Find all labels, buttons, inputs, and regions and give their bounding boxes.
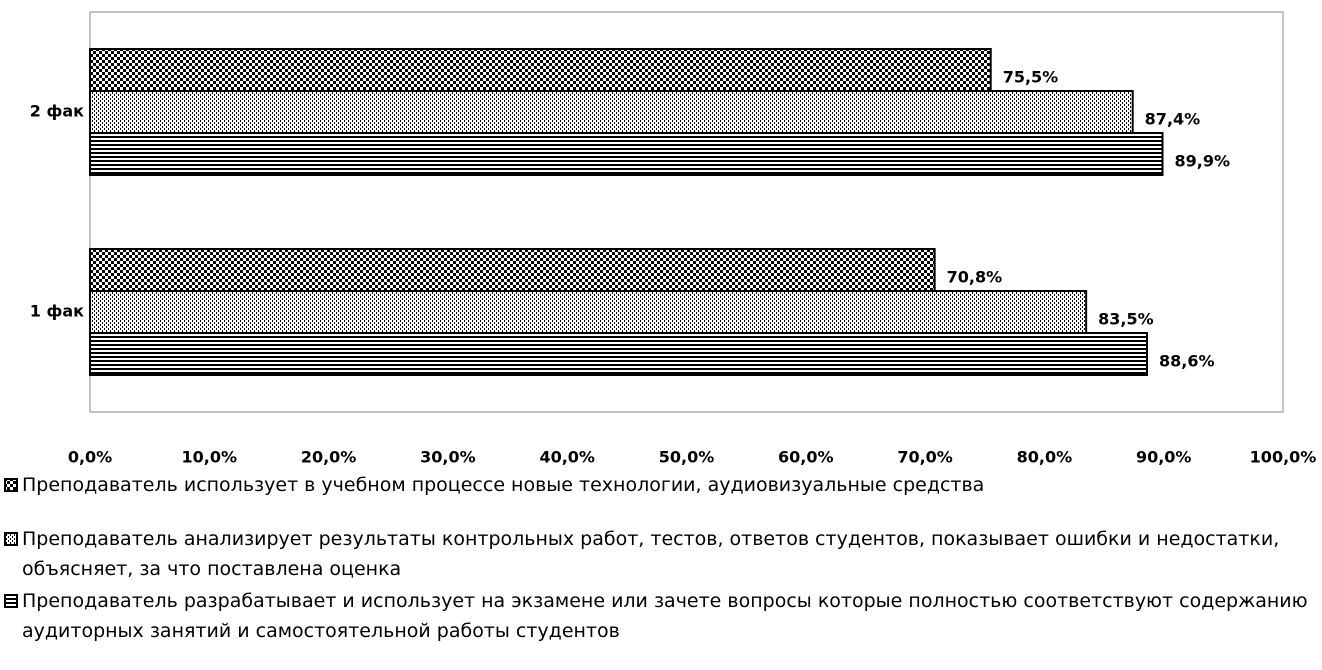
value-label: 87,4% (1145, 110, 1201, 129)
legend-swatch (4, 594, 18, 608)
y-tick-label: 1 фак (30, 302, 84, 321)
legend-label: Преподаватель разрабатывает и использует… (22, 590, 1308, 642)
page: {"chart_data": {"type": "barh", "categor… (4, 11, 1317, 642)
legend-swatch (4, 478, 18, 492)
bar (89, 132, 1164, 176)
x-tick-label: 80,0% (1017, 448, 1073, 467)
x-tick-label: 30,0% (420, 448, 476, 467)
legend-swatch-box (4, 532, 18, 546)
value-label: 83,5% (1098, 310, 1154, 329)
x-tick-label: 100,0% (1250, 448, 1317, 467)
x-tick-label: 10,0% (182, 448, 238, 467)
value-label: 89,9% (1175, 152, 1231, 171)
legend: Преподаватель использует в учебном проце… (0, 470, 1318, 670)
legend-label: Преподаватель использует в учебном проце… (22, 474, 985, 496)
value-label: 88,6% (1159, 352, 1215, 371)
chart: 0,0% 10,0% 20,0% 30,0% 40,0% 50,0% 60,0% 70,0% 8… (30, 11, 1317, 467)
legend-swatch-box (4, 594, 18, 608)
bar (89, 248, 936, 292)
legend-swatch (4, 532, 18, 546)
bar (89, 90, 1134, 134)
x-tick-label: 90,0% (1136, 448, 1192, 467)
legend-item: Преподаватель анализирует результаты кон… (0, 524, 1318, 584)
bar (89, 290, 1088, 334)
x-tick-label: 20,0% (301, 448, 357, 467)
legend-label: Преподаватель анализирует результаты кон… (22, 528, 1280, 580)
plot-area (89, 11, 1284, 413)
legend-swatch-box (4, 478, 18, 492)
value-label: 75,5% (1003, 68, 1059, 87)
x-tick-label: 70,0% (897, 448, 953, 467)
legend-item: Преподаватель разрабатывает и использует… (0, 586, 1318, 646)
bar (89, 332, 1148, 376)
y-tick-label: 2 фак (30, 102, 84, 121)
bar (89, 48, 992, 92)
x-tick-label: 40,0% (539, 448, 595, 467)
x-tick-label: 50,0% (659, 448, 715, 467)
x-tick-label: 60,0% (778, 448, 834, 467)
x-tick-label: 0,0% (68, 448, 112, 467)
legend-item: Преподаватель использует в учебном проце… (0, 470, 1318, 500)
value-label: 70,8% (947, 268, 1003, 287)
